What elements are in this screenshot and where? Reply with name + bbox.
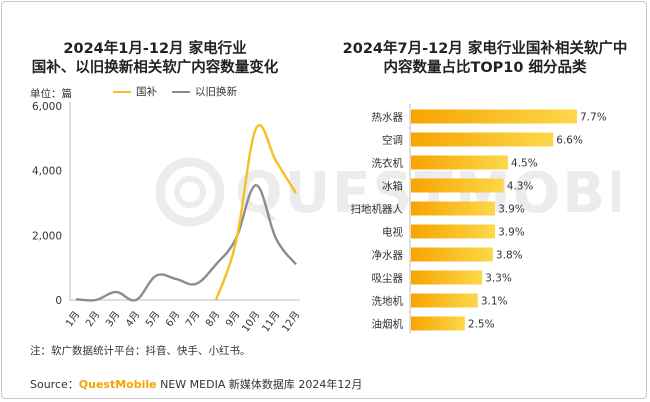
legend-item-guobu: 国补 (113, 84, 157, 99)
watermark-logo: QUESTMOBILE (155, 157, 620, 227)
left-title-line2: 国补、以旧换新相关软广内容数量变化 (31, 60, 279, 76)
source-prefix: Source： (30, 378, 79, 391)
legend-item-yijiuhuanxin: 以旧换新 (172, 84, 237, 99)
footnote: 注：软广数据统计平台：抖音、快手、小红书。 (30, 345, 251, 357)
left-title-line1: 2024年1月-12月 家电行业 (63, 41, 247, 57)
source-brand: QuestMobile (78, 378, 157, 391)
source-suffix: NEW MEDIA 新媒体数据库 2024年12月 (156, 378, 363, 391)
legend-swatch-guobu (113, 90, 131, 93)
watermark-text: QUESTMOBILE (235, 161, 620, 226)
y-axis-unit: 单位：篇 (30, 88, 72, 100)
legend-label-yijiuhuanxin: 以旧换新 (195, 86, 237, 98)
left-chart-title: 2024年1月-12月 家电行业 国补、以旧换新相关软广内容数量变化 (20, 40, 290, 78)
legend-label-guobu: 国补 (136, 86, 157, 98)
right-chart-title: 2024年7月-12月 家电行业国补相关软广中 内容数量占比TOP10 细分品类 (330, 40, 640, 78)
legend-swatch-yijiuhuanxin (172, 90, 190, 93)
right-title-line1: 2024年7月-12月 家电行业国补相关软广中 (342, 41, 628, 57)
source-line: Source：QuestMobile NEW MEDIA 新媒体数据库 2024… (30, 376, 362, 392)
right-title-line2: 内容数量占比TOP10 细分品类 (383, 60, 587, 76)
